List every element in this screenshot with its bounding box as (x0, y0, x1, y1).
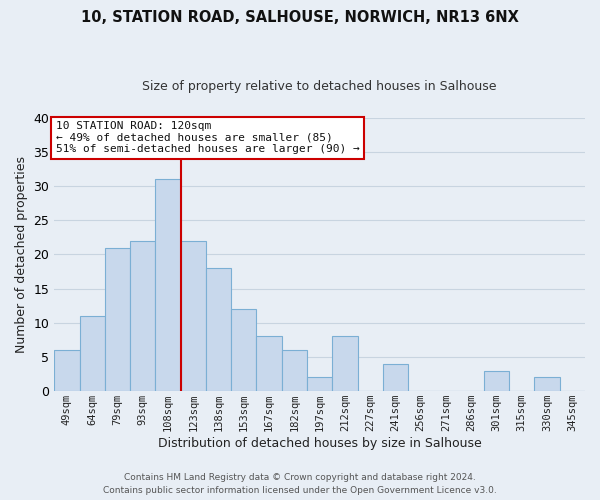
Bar (80, 316, 105, 391)
Text: 10 STATION ROAD: 120sqm
← 49% of detached houses are smaller (85)
51% of semi-de: 10 STATION ROAD: 120sqm ← 49% of detache… (56, 121, 359, 154)
X-axis label: Distribution of detached houses by size in Salhouse: Distribution of detached houses by size … (158, 437, 482, 450)
Bar (54, 350, 80, 391)
Text: 10, STATION ROAD, SALHOUSE, NORWICH, NR13 6NX: 10, STATION ROAD, SALHOUSE, NORWICH, NR1… (81, 10, 519, 25)
Bar (231, 309, 256, 391)
Bar (535, 378, 560, 391)
Bar (282, 350, 307, 391)
Bar (332, 336, 358, 391)
Bar (484, 370, 509, 391)
Bar (105, 248, 130, 391)
Bar (130, 241, 155, 391)
Bar (383, 364, 408, 391)
Bar (155, 180, 181, 391)
Bar (256, 336, 282, 391)
Bar (307, 378, 332, 391)
Title: Size of property relative to detached houses in Salhouse: Size of property relative to detached ho… (142, 80, 497, 93)
Text: Contains HM Land Registry data © Crown copyright and database right 2024.
Contai: Contains HM Land Registry data © Crown c… (103, 473, 497, 495)
Y-axis label: Number of detached properties: Number of detached properties (15, 156, 28, 353)
Bar (181, 241, 206, 391)
Bar (206, 268, 231, 391)
